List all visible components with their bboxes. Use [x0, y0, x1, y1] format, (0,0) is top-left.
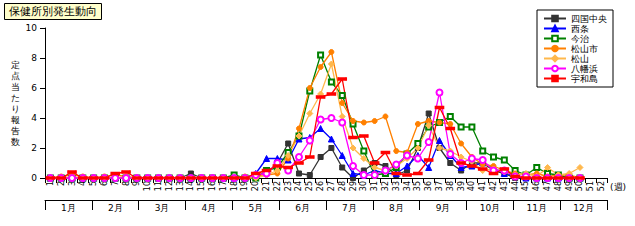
svg-text:報: 報 — [11, 115, 20, 125]
svg-text:25: 25 — [305, 181, 314, 191]
svg-text:14: 14 — [186, 181, 195, 191]
svg-text:49: 49 — [565, 181, 574, 191]
svg-text:2月: 2月 — [108, 203, 123, 213]
svg-text:38: 38 — [446, 181, 455, 191]
svg-text:11月: 11月 — [527, 203, 547, 213]
svg-text:4: 4 — [78, 181, 88, 187]
svg-text:6月: 6月 — [295, 203, 310, 213]
svg-text:40: 40 — [467, 181, 476, 191]
svg-text:30: 30 — [359, 181, 368, 191]
svg-text:7月: 7月 — [342, 203, 357, 213]
svg-text:5月: 5月 — [248, 203, 263, 213]
svg-text:り: り — [11, 104, 20, 114]
svg-text:50: 50 — [575, 181, 584, 191]
svg-text:24: 24 — [294, 181, 303, 191]
svg-text:20: 20 — [251, 181, 260, 191]
svg-text:33: 33 — [392, 181, 401, 191]
svg-text:数: 数 — [11, 137, 20, 147]
svg-text:10月: 10月 — [480, 203, 500, 213]
svg-text:1月: 1月 — [61, 203, 76, 213]
svg-text:9: 9 — [132, 181, 142, 187]
svg-text:44: 44 — [511, 181, 520, 191]
svg-text:四国中央: 四国中央 — [571, 14, 607, 24]
svg-text:6: 6 — [99, 181, 109, 187]
svg-text:39: 39 — [457, 181, 466, 191]
svg-text:47: 47 — [543, 181, 552, 191]
svg-text:8月: 8月 — [389, 203, 404, 213]
svg-text:告: 告 — [11, 126, 20, 136]
svg-text:5: 5 — [89, 181, 99, 187]
svg-text:45: 45 — [521, 181, 530, 191]
svg-text:宇和島: 宇和島 — [571, 74, 598, 84]
svg-text:6: 6 — [31, 83, 37, 93]
svg-text:7: 7 — [110, 181, 120, 187]
svg-text:51: 51 — [586, 181, 595, 191]
svg-text:26: 26 — [316, 181, 325, 191]
svg-text:(週): (週) — [610, 182, 626, 192]
svg-text:21: 21 — [262, 181, 271, 191]
svg-text:29: 29 — [349, 181, 358, 191]
svg-text:32: 32 — [381, 181, 390, 191]
svg-text:34: 34 — [403, 181, 412, 191]
svg-text:12: 12 — [165, 181, 174, 191]
svg-text:23: 23 — [284, 181, 293, 191]
svg-text:36: 36 — [424, 181, 433, 191]
svg-text:37: 37 — [435, 181, 444, 191]
svg-text:2: 2 — [56, 181, 66, 187]
svg-text:4: 4 — [31, 113, 37, 123]
svg-text:16: 16 — [208, 181, 217, 191]
svg-text:22: 22 — [273, 181, 282, 191]
svg-text:15: 15 — [197, 181, 206, 191]
svg-text:点: 点 — [11, 71, 20, 81]
svg-text:0: 0 — [31, 173, 37, 183]
svg-text:43: 43 — [500, 181, 509, 191]
svg-text:13: 13 — [176, 181, 185, 191]
svg-text:今治: 今治 — [571, 34, 589, 44]
svg-text:42: 42 — [489, 181, 498, 191]
svg-text:西条: 西条 — [571, 24, 589, 34]
svg-text:31: 31 — [370, 181, 379, 191]
svg-text:12月: 12月 — [573, 203, 593, 213]
svg-text:41: 41 — [478, 181, 487, 191]
svg-text:八幡浜: 八幡浜 — [571, 64, 598, 74]
svg-text:4月: 4月 — [202, 203, 217, 213]
svg-text:27: 27 — [327, 181, 336, 191]
svg-text:1: 1 — [45, 181, 55, 187]
svg-text:35: 35 — [413, 181, 422, 191]
svg-text:52: 52 — [597, 181, 606, 191]
svg-text:46: 46 — [532, 181, 541, 191]
svg-text:8: 8 — [121, 181, 131, 187]
svg-text:17: 17 — [219, 181, 228, 191]
svg-text:た: た — [11, 93, 20, 103]
svg-text:8: 8 — [31, 53, 37, 63]
svg-text:松山市: 松山市 — [571, 44, 598, 54]
svg-text:9月: 9月 — [436, 203, 451, 213]
svg-text:2: 2 — [31, 143, 37, 153]
svg-text:3月: 3月 — [155, 203, 170, 213]
svg-text:当: 当 — [11, 82, 20, 92]
svg-text:11: 11 — [154, 181, 163, 191]
svg-text:18: 18 — [230, 181, 239, 191]
svg-text:48: 48 — [554, 181, 563, 191]
svg-text:19: 19 — [240, 181, 249, 191]
svg-text:保健所別発生動向: 保健所別発生動向 — [9, 5, 97, 18]
svg-text:10: 10 — [143, 181, 152, 191]
svg-text:28: 28 — [338, 181, 347, 191]
svg-text:3: 3 — [67, 181, 77, 187]
svg-text:10: 10 — [26, 23, 38, 33]
svg-text:定: 定 — [11, 60, 20, 70]
svg-text:松山: 松山 — [571, 54, 589, 64]
